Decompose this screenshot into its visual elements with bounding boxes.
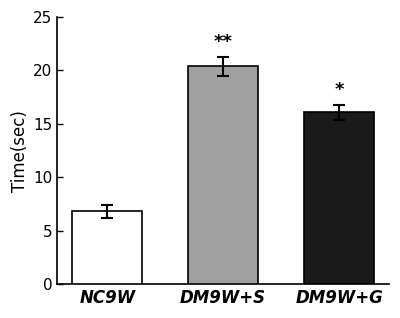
Bar — [304, 112, 374, 284]
Bar — [188, 66, 258, 284]
Text: **: ** — [214, 33, 233, 51]
Bar — [72, 211, 142, 284]
Text: *: * — [334, 81, 344, 99]
Y-axis label: Time(sec): Time(sec) — [11, 110, 29, 191]
